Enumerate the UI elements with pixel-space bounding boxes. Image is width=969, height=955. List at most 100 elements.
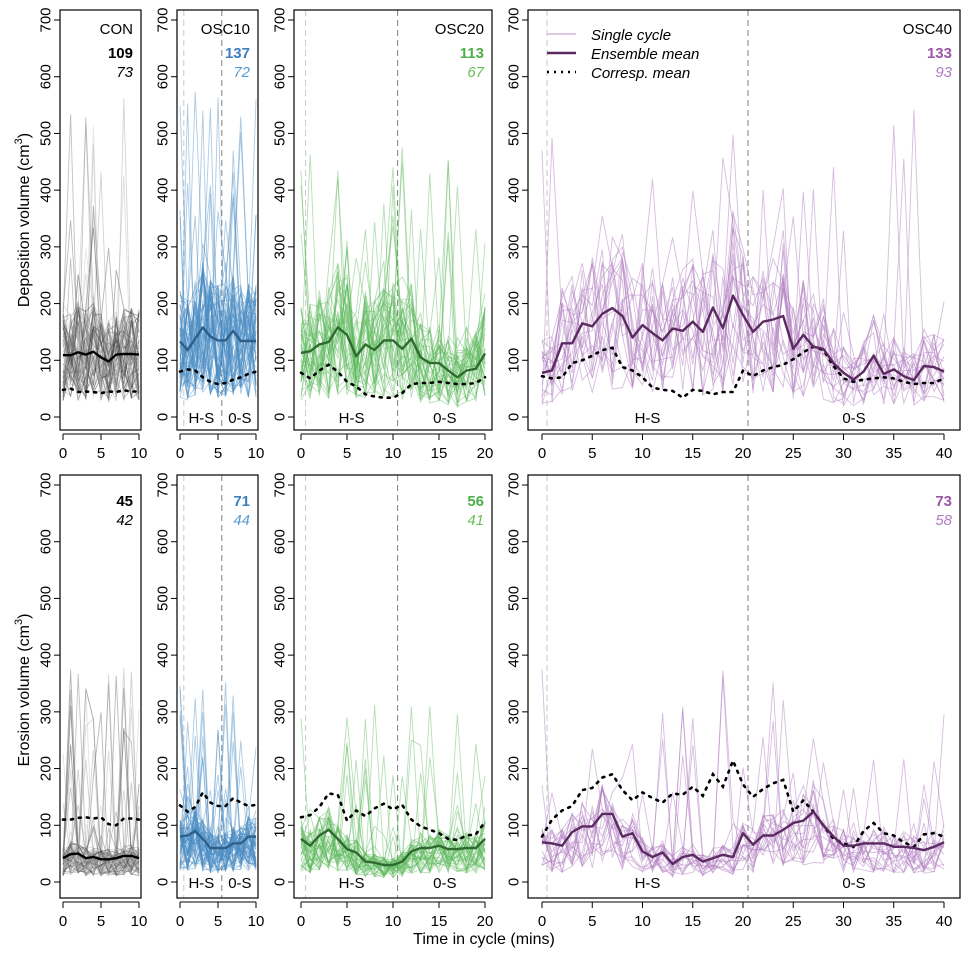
y-tick-label: 300 — [38, 234, 55, 259]
single-cycle-line — [62, 98, 140, 402]
x-tick-label: 40 — [936, 913, 953, 930]
single-cycle-line — [62, 831, 140, 877]
panel-frame — [176, 9, 259, 431]
single-cycle-line — [179, 823, 257, 872]
phase-label-h-s: H-S — [635, 410, 661, 427]
single-cycle-line — [62, 847, 140, 876]
single-cycle-line — [62, 327, 140, 401]
single-cycle-line — [179, 294, 257, 376]
single-cycle-line — [541, 787, 945, 876]
stat-value-italic: 41 — [467, 512, 484, 529]
panel-deposition-osc10: 0 100 200 300 400 500 600 700 0 5 10 OSC10 137 72 H-S 0… — [155, 7, 265, 462]
single-cycle-line — [300, 822, 486, 878]
y-tick-label: 200 — [272, 291, 289, 316]
stat-value-bold: 137 — [225, 45, 250, 62]
x-tick-label: 10 — [634, 913, 651, 930]
single-cycle-line — [179, 825, 257, 866]
single-cycle-line — [179, 735, 257, 875]
single-cycle-line — [179, 280, 257, 393]
single-cycle-line — [179, 831, 257, 863]
y-tick-label: 700 — [155, 7, 172, 32]
corresp-mean-line — [178, 368, 258, 386]
single-cycle-line — [62, 669, 140, 871]
single-cycle-line — [179, 285, 257, 377]
single-cycle-line — [62, 117, 140, 401]
single-cycle-line — [179, 103, 257, 385]
single-cycle-line — [300, 309, 486, 401]
single-cycle-line — [179, 827, 257, 867]
single-cycle-line — [179, 308, 257, 395]
stat-value-italic: 72 — [233, 64, 250, 81]
single-cycle-line — [179, 182, 257, 385]
single-cycle-line — [179, 215, 257, 396]
panel-frame — [527, 474, 961, 899]
single-cycle-traces — [62, 667, 140, 878]
single-cycle-line — [179, 280, 257, 393]
phase-label-h-s: H-S — [339, 875, 365, 892]
y-tick-label: 100 — [38, 348, 55, 373]
y-tick-label: 0 — [272, 878, 289, 886]
single-cycle-line — [300, 177, 486, 401]
phase-label-0-s: 0-S — [433, 410, 456, 427]
y-tick-label: 500 — [272, 121, 289, 146]
single-cycle-line — [179, 262, 257, 384]
y-tick-label: 700 — [506, 7, 523, 32]
x-tick-label: 0 — [538, 913, 546, 930]
single-cycle-line — [300, 260, 486, 399]
legend-single-cycle-label: Single cycle — [591, 27, 671, 44]
single-cycle-line — [179, 818, 257, 862]
y-tick-label: 200 — [506, 756, 523, 781]
single-cycle-traces — [179, 682, 257, 875]
ensemble-mean-line — [63, 350, 140, 363]
y-tick-label: 200 — [155, 756, 172, 781]
stat-value-italic: 93 — [935, 64, 952, 81]
single-cycle-line — [179, 698, 257, 872]
y-tick-label: 100 — [155, 813, 172, 838]
single-cycle-line — [62, 302, 140, 393]
single-cycle-line — [179, 310, 257, 396]
single-cycle-line — [300, 819, 486, 874]
single-cycle-line — [300, 283, 486, 404]
panel-frame — [293, 474, 493, 899]
phase-label-0-s: 0-S — [433, 875, 456, 892]
single-cycle-line — [62, 312, 140, 400]
x-tick-label: 5 — [214, 445, 222, 462]
y-tick-label: 400 — [272, 178, 289, 203]
single-cycle-line — [179, 285, 257, 384]
single-cycle-line — [300, 706, 486, 872]
single-cycle-line — [62, 248, 140, 391]
single-cycle-line — [300, 759, 486, 875]
single-cycle-line — [300, 283, 486, 401]
single-cycle-line — [179, 193, 257, 397]
stat-value-bold: 56 — [467, 493, 484, 510]
y-tick-label: 100 — [155, 348, 172, 373]
phase-label-0-s: 0-S — [228, 410, 251, 427]
single-cycle-line — [62, 315, 140, 401]
single-cycle-line — [62, 848, 140, 874]
single-cycle-line — [179, 290, 257, 398]
single-cycle-line — [62, 215, 140, 368]
single-cycle-line — [179, 784, 257, 873]
single-cycle-line — [62, 826, 140, 877]
single-cycle-line — [300, 284, 486, 395]
single-cycle-line — [62, 315, 140, 395]
panel-title: OSC20 — [435, 21, 484, 38]
single-cycle-line — [62, 269, 140, 393]
y-tick-label: 500 — [38, 586, 55, 611]
y-tick-label: 0 — [272, 413, 289, 421]
single-cycle-line — [541, 714, 945, 874]
single-cycle-line — [300, 804, 486, 876]
y-tick-label: 200 — [38, 291, 55, 316]
x-tick-label: 5 — [97, 913, 105, 930]
single-cycle-line — [179, 185, 257, 391]
ensemble-mean-line — [541, 810, 945, 866]
single-cycle-line — [62, 847, 140, 876]
single-cycle-line — [300, 776, 486, 874]
single-cycle-line — [62, 310, 140, 389]
single-cycle-line — [300, 718, 486, 877]
single-cycle-line — [179, 284, 257, 394]
panel-deposition-osc40: 0 100 200 300 400 500 600 700 0 5 10 15 20 25 30 35 40 OS… — [506, 7, 961, 462]
single-cycle-line — [300, 203, 486, 401]
single-cycle-line — [541, 772, 945, 875]
single-cycle-line — [62, 316, 140, 403]
